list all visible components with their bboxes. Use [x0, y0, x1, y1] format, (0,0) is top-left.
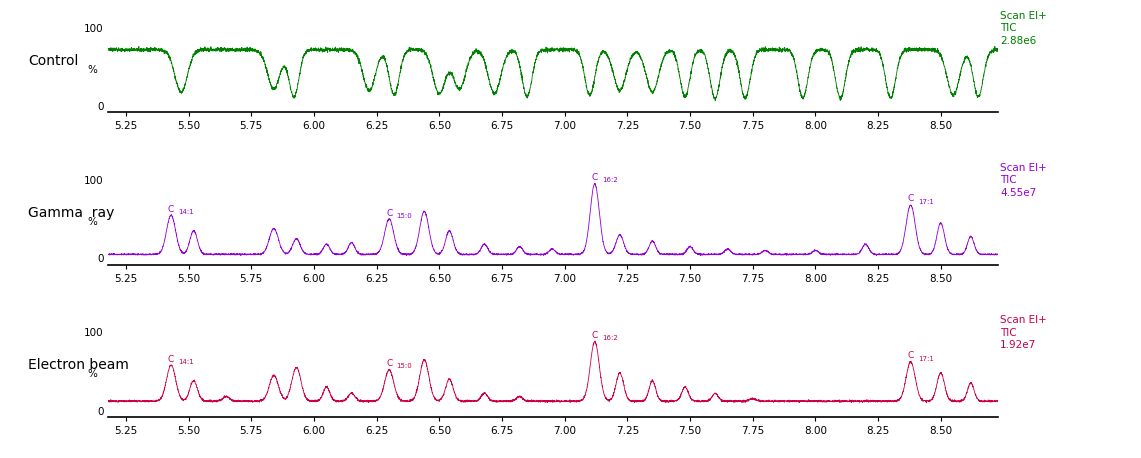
Text: Scan EI+
TIC
4.55e7: Scan EI+ TIC 4.55e7: [1001, 163, 1047, 198]
Text: 16:2: 16:2: [602, 178, 618, 184]
Text: Scan EI+
TIC
1.92e7: Scan EI+ TIC 1.92e7: [1001, 315, 1047, 350]
Text: 17:1: 17:1: [919, 355, 934, 361]
Text: 15:0: 15:0: [397, 213, 412, 219]
Text: 17:1: 17:1: [919, 199, 934, 205]
Text: 15:0: 15:0: [397, 363, 412, 370]
Text: Scan EI+
TIC
2.88e6: Scan EI+ TIC 2.88e6: [1001, 11, 1047, 46]
Text: Control: Control: [29, 54, 79, 68]
Text: C: C: [386, 208, 393, 218]
Text: Gamma  ray: Gamma ray: [29, 206, 115, 220]
Text: 14:1: 14:1: [179, 359, 194, 365]
Text: C: C: [907, 351, 914, 360]
Text: %: %: [88, 370, 98, 380]
Text: C: C: [592, 331, 598, 340]
Text: 14:1: 14:1: [179, 209, 194, 215]
Text: C: C: [907, 195, 914, 203]
Text: C: C: [592, 173, 598, 182]
Text: %: %: [88, 65, 98, 75]
Text: C: C: [168, 354, 175, 364]
Text: Electron beam: Electron beam: [29, 358, 129, 372]
Text: %: %: [88, 217, 98, 227]
Text: 16:2: 16:2: [602, 335, 618, 341]
Text: C: C: [386, 359, 393, 368]
Text: C: C: [168, 205, 175, 213]
